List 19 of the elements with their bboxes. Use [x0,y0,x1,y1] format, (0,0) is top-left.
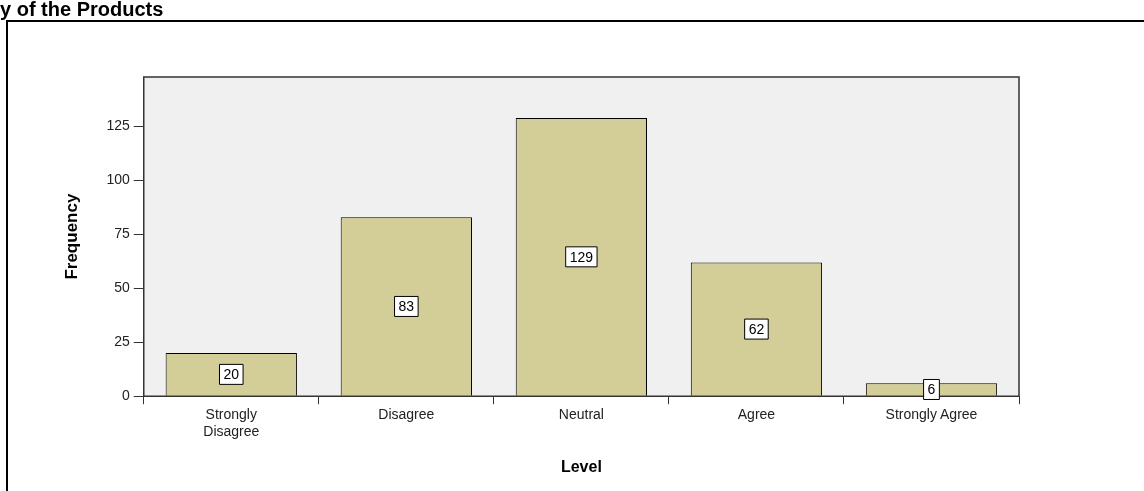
data-label: 6 [927,381,936,398]
y-tick-label: 25 [114,333,130,350]
chart-title: y of the Products [0,0,164,21]
x-axis-title: Level [560,457,602,475]
x-tick-label: Disagree [378,406,435,423]
y-tick-label: 50 [114,279,130,296]
data-label: 83 [398,298,415,315]
x-tick-label: Neutral [558,406,604,423]
data-label: 129 [569,248,594,265]
data-label: 20 [223,366,240,383]
y-tick-label: 125 [106,117,130,134]
data-label: 62 [748,320,765,337]
y-tick-label: 100 [106,171,130,188]
x-tick-label: Strongly Agree [885,406,978,423]
y-axis-title: Frequency [61,193,81,280]
y-tick-label: 0 [121,387,130,404]
y-tick-label: 75 [114,225,130,242]
x-tick-label: Strongly Disagree [203,406,260,440]
x-tick-label: Agree [737,406,776,423]
